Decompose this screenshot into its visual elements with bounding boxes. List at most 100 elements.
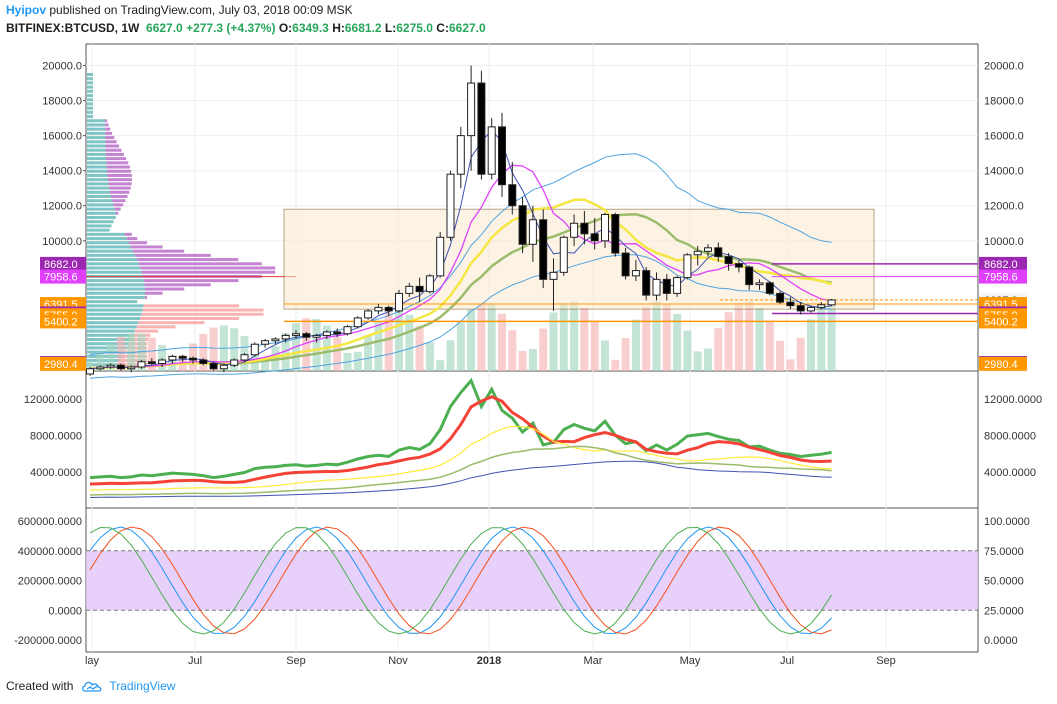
- profile-bar: [105, 144, 120, 148]
- candle-body: [611, 214, 620, 254]
- candle-body: [745, 266, 754, 286]
- price-tag-left-text: 8682.0: [44, 259, 78, 271]
- candle-body: [168, 355, 177, 361]
- candle-body: [147, 361, 156, 364]
- volume-bar: [487, 304, 496, 371]
- volume-bar: [415, 325, 424, 371]
- price-tag-right: [979, 256, 1027, 271]
- profile-bar: [87, 127, 106, 131]
- oscillator-1: [89, 377, 832, 498]
- profile-bar: [87, 203, 114, 207]
- candle-body: [312, 334, 321, 338]
- profile-bar: [138, 262, 262, 266]
- oscillator-slow: [89, 445, 832, 496]
- candle-body: [199, 359, 208, 364]
- volume-bar: [498, 313, 506, 371]
- profile-bar: [87, 321, 139, 325]
- volume-bar: [312, 318, 321, 371]
- price-tag-right-text: 2980.4: [984, 359, 1018, 371]
- candle-body: [384, 306, 393, 312]
- profile-bar: [105, 131, 113, 135]
- profile-bar: [144, 283, 211, 287]
- stoch-k: [89, 526, 832, 635]
- volume-bar: [86, 361, 94, 371]
- candle-body: [374, 306, 383, 312]
- volume-bar: [611, 359, 620, 371]
- candle-body: [436, 236, 445, 277]
- volume-bar: [559, 302, 568, 371]
- profile-bar: [106, 169, 132, 173]
- candle-body: [704, 247, 712, 252]
- candle-body: [683, 254, 692, 279]
- profile-bar: [105, 136, 115, 140]
- profile-bar: [142, 308, 264, 312]
- x-tick-label: Nov: [388, 655, 408, 667]
- price-tag-right: [979, 356, 1027, 371]
- profile-bar: [106, 161, 129, 165]
- volume-bar: [817, 306, 826, 371]
- osc2-tick-right: 50.0000: [984, 576, 1024, 588]
- volume-bar: [353, 351, 362, 371]
- profile-bar: [87, 249, 134, 253]
- profile-bar: [87, 228, 110, 232]
- candle-body: [508, 184, 517, 207]
- tradingview-link[interactable]: TradingView: [109, 679, 176, 693]
- stoch-d: [89, 526, 832, 635]
- candle-body: [559, 236, 568, 273]
- price-tag-left: [40, 314, 86, 329]
- candle-body: [271, 338, 280, 342]
- volume-bar: [261, 360, 270, 371]
- right-tick-label: 18000.0: [984, 96, 1024, 108]
- publisher-name[interactable]: Hyipov: [6, 3, 47, 17]
- profile-bar: [87, 98, 93, 102]
- oscillator-line: [89, 425, 832, 491]
- volume-bar: [652, 301, 661, 371]
- footer: Created with TradingView: [6, 679, 175, 693]
- volume-bar: [796, 337, 805, 371]
- candle-body: [498, 126, 506, 186]
- price-tag-right-text: 7958.6: [984, 272, 1018, 284]
- profile-bar: [134, 329, 159, 333]
- profile-bar: [113, 203, 124, 207]
- candle-body: [302, 333, 311, 338]
- profile-bar: [87, 85, 93, 89]
- profile-bar: [138, 321, 205, 325]
- candle-body: [158, 359, 167, 364]
- profile-bar: [87, 300, 138, 304]
- candle-body: [776, 292, 785, 303]
- candle-body: [405, 285, 414, 294]
- volume-bar: [395, 310, 403, 371]
- close-value: 6627.0: [448, 21, 486, 35]
- volume-bar: [96, 351, 105, 371]
- price-tag-right: [979, 314, 1027, 329]
- left-tick-label: 10000.0: [42, 236, 82, 248]
- volume-bar: [662, 303, 671, 371]
- profile-bar: [144, 291, 163, 295]
- osc1-tick-left: 8000.0000: [30, 430, 82, 442]
- price-tag-left-text: 7958.6: [44, 272, 78, 284]
- profile-bar: [111, 194, 128, 198]
- profile-bar: [87, 173, 108, 177]
- volume-bar: [673, 313, 682, 371]
- candle-body: [116, 364, 125, 370]
- volume-bar: [693, 351, 702, 371]
- volume-bar: [106, 343, 115, 371]
- volume-bar: [549, 312, 558, 371]
- left-tick-label: 14000.0: [42, 166, 82, 178]
- profile-bar: [141, 312, 264, 316]
- candle-body: [353, 317, 362, 328]
- candle-body: [673, 277, 682, 294]
- profile-bar: [87, 304, 144, 308]
- volume-bar: [807, 319, 815, 371]
- price-tag-left-text: 5400.2: [44, 316, 78, 328]
- candle-body: [343, 326, 352, 335]
- osc2-tick-left: 0.0000: [48, 605, 82, 617]
- profile-bar: [87, 270, 142, 274]
- published-text: published on TradingView.com, July 03, 2…: [49, 3, 353, 17]
- volume-bar: [374, 321, 383, 371]
- profile-bar: [87, 232, 125, 236]
- profile-bar: [126, 237, 138, 241]
- price-change: +277.3 (+4.37%): [186, 21, 276, 35]
- profile-bar: [87, 102, 93, 106]
